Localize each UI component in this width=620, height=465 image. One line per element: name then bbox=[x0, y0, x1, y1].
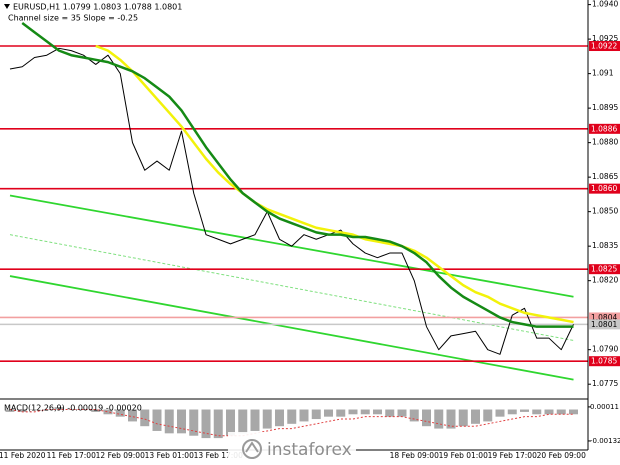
macd-bar bbox=[140, 409, 150, 427]
macd-bar bbox=[520, 409, 529, 412]
macd-bar bbox=[324, 409, 333, 417]
y-tick-label: 1.0925 bbox=[592, 34, 618, 43]
x-tick-label: 19 Feb 01:00 bbox=[439, 451, 488, 460]
level-label: 1.0886 bbox=[591, 124, 617, 133]
level-label-box bbox=[589, 319, 620, 330]
macd-bar bbox=[556, 409, 566, 415]
macd-bar bbox=[544, 409, 554, 415]
macd-bar bbox=[434, 409, 444, 429]
macd-bar bbox=[348, 409, 358, 415]
macd-bar bbox=[422, 409, 431, 427]
macd-bar bbox=[299, 409, 309, 422]
level-label: 1.0922 bbox=[591, 42, 617, 51]
trend-line bbox=[9, 234, 574, 341]
macd-title: MACD(12,26,9) -0.00019 -0.00020 bbox=[4, 404, 142, 413]
series-line bbox=[9, 47, 574, 355]
watermark-text: instaforex bbox=[267, 440, 352, 460]
macd-bar bbox=[471, 409, 480, 424]
macd-bar bbox=[287, 409, 297, 424]
x-tick-label: 19 Feb 17:00 bbox=[488, 451, 537, 460]
macd-bar bbox=[91, 409, 101, 412]
macd-bar bbox=[569, 409, 578, 415]
level-label: 1.0801 bbox=[591, 320, 617, 329]
macd-bar bbox=[532, 409, 542, 415]
y-tick-label: -0.00132 bbox=[590, 437, 620, 445]
macd-bar bbox=[458, 409, 468, 427]
x-tick-label: 13 Feb 17:00 bbox=[194, 451, 243, 460]
series-line bbox=[95, 44, 574, 324]
macd-bar bbox=[103, 409, 113, 415]
y-tick-label: 1.0850 bbox=[592, 207, 618, 216]
macd-bar bbox=[152, 409, 162, 431]
macd-bar bbox=[226, 409, 235, 436]
level-label-box bbox=[589, 183, 620, 194]
x-tick-label: 18 Feb 09:00 bbox=[390, 451, 439, 460]
series-line bbox=[21, 22, 574, 328]
y-tick-label: 1.0835 bbox=[592, 241, 618, 250]
level-label-box bbox=[589, 41, 620, 52]
macd-bar bbox=[189, 409, 199, 436]
y-tick-label: 0.00011 bbox=[590, 403, 619, 411]
macd-bar bbox=[213, 409, 223, 439]
level-label: 1.0825 bbox=[591, 265, 617, 274]
x-tick-label: 20 Feb 09:00 bbox=[537, 451, 586, 460]
macd-bar bbox=[201, 409, 211, 439]
macd-bar bbox=[262, 409, 272, 429]
y-tick-label: 1.0940 bbox=[592, 0, 618, 9]
x-tick-label: 12 Feb 09:00 bbox=[96, 451, 145, 460]
macd-bar bbox=[250, 409, 260, 431]
macd-bar bbox=[311, 409, 321, 420]
chart-title: EURUSD,H1 1.0799 1.0803 1.0788 1.0801 bbox=[13, 3, 182, 12]
macd-bar bbox=[177, 409, 186, 434]
y-tick-label: 1.091 bbox=[592, 69, 614, 78]
symbol-marker bbox=[4, 4, 10, 9]
y-tick-label: 1.0820 bbox=[592, 276, 618, 285]
level-label: 1.0860 bbox=[591, 184, 617, 193]
x-tick-label: 13 Feb 01:00 bbox=[145, 451, 194, 460]
macd-bar bbox=[336, 409, 346, 417]
macd-bar bbox=[30, 409, 39, 411]
macd-bar bbox=[373, 409, 382, 415]
macd-bar bbox=[397, 409, 407, 417]
y-tick-label: 1.0790 bbox=[592, 345, 618, 354]
macd-bar bbox=[446, 409, 456, 429]
level-label-box bbox=[589, 356, 620, 367]
trend-line bbox=[9, 275, 574, 381]
macd-bar bbox=[495, 409, 505, 417]
watermark: instaforex bbox=[228, 432, 356, 465]
macd-bar bbox=[360, 409, 370, 415]
macd-bar bbox=[507, 409, 517, 415]
level-label-box bbox=[589, 312, 620, 323]
x-tick-label: 11 Feb 17:00 bbox=[47, 451, 96, 460]
watermark-icon-mark bbox=[245, 441, 259, 453]
signal-line bbox=[9, 409, 574, 437]
level-label: 1.0785 bbox=[591, 357, 617, 366]
macd-bar bbox=[128, 409, 137, 422]
macd-bar bbox=[17, 409, 27, 412]
watermark-icon bbox=[242, 439, 262, 459]
level-label: 1.0804 bbox=[591, 313, 617, 322]
y-tick-label: 1.0880 bbox=[592, 138, 618, 147]
macd-bar bbox=[238, 409, 248, 434]
level-label-box bbox=[589, 264, 620, 275]
macd-bar bbox=[385, 409, 395, 417]
macd-bar bbox=[409, 409, 419, 422]
y-tick-label: 1.0865 bbox=[592, 172, 618, 181]
macd-bar bbox=[164, 409, 174, 434]
macd-bar bbox=[483, 409, 493, 422]
chart-subtitle: Channel size = 35 Slope = -0.25 bbox=[8, 14, 138, 23]
level-label-box bbox=[589, 123, 620, 134]
macd-bar bbox=[115, 409, 125, 417]
macd-bar bbox=[5, 409, 15, 412]
y-tick-label: 1.0775 bbox=[592, 379, 618, 388]
y-tick-label: 1.0895 bbox=[592, 103, 618, 112]
macd-bar bbox=[275, 409, 284, 427]
x-tick-label: 11 Feb 2020 bbox=[0, 451, 46, 460]
macd-bar bbox=[54, 407, 64, 410]
